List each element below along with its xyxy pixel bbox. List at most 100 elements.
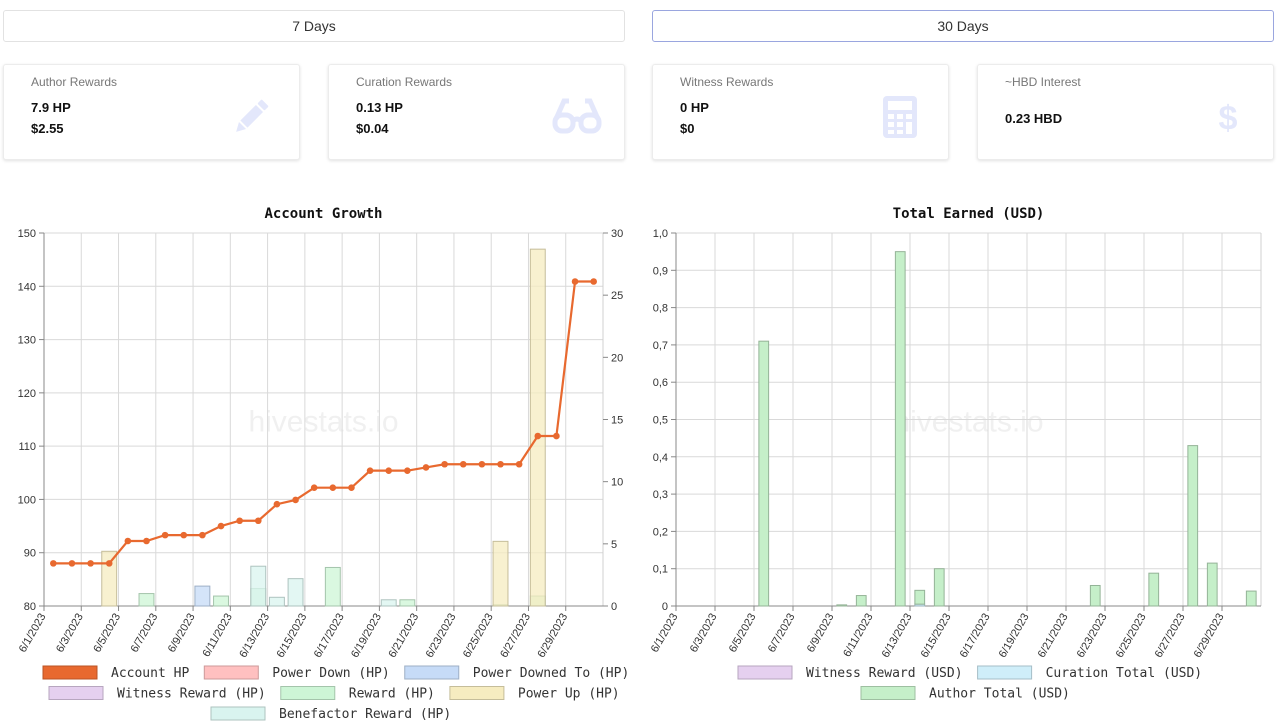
- legend-swatch: [449, 686, 505, 700]
- data-point: [143, 537, 150, 545]
- data-point: [50, 560, 57, 567]
- y-tick-label: 1,0: [653, 228, 668, 240]
- bar: [1148, 572, 1160, 607]
- bar: [933, 568, 945, 607]
- legend-label: Power Downed To (HP): [473, 666, 630, 681]
- y-tick-label: 110: [18, 441, 36, 453]
- x-tick-label: 6/17/2023: [312, 612, 347, 660]
- card-value-hbd: 0.23 HBD: [1005, 111, 1063, 126]
- y2-tick-label: 10: [611, 477, 623, 489]
- card-value-hp: 7.9 HP: [31, 100, 71, 115]
- witness-rewards-card: Witness Rewards 0 HP $0: [652, 64, 949, 160]
- legend-label: Account HP: [111, 666, 189, 681]
- data-point: [236, 517, 243, 525]
- bar: [758, 340, 770, 607]
- legend-label: Benefactor Reward (HP): [279, 707, 451, 722]
- bar: [492, 540, 509, 607]
- card-title: Curation Rewards: [356, 75, 453, 89]
- legend-label: Author Total (USD): [929, 687, 1070, 702]
- data-point: [534, 432, 542, 440]
- bar: [914, 589, 926, 605]
- x-tick-label: 6/23/2023: [424, 612, 459, 660]
- bar: [138, 593, 155, 607]
- author-rewards-card: Author Rewards 7.9 HP $2.55: [3, 64, 300, 160]
- data-point: [590, 278, 597, 285]
- data-point: [217, 522, 225, 530]
- x-tick-label: 6/7/2023: [766, 612, 798, 655]
- x-tick-label: 6/9/2023: [805, 612, 837, 655]
- watermark: hivestats.io: [248, 406, 398, 439]
- bar: [324, 566, 341, 607]
- data-point: [515, 460, 523, 468]
- hbd-interest-card: ~HBD Interest 0.23 HBD $: [977, 64, 1274, 160]
- y-tick-label: 0,7: [653, 340, 668, 352]
- x-tick-label: 6/25/2023: [461, 612, 496, 660]
- x-tick-label: 6/1/2023: [649, 612, 681, 655]
- x-tick-label: 6/13/2023: [237, 612, 272, 660]
- data-point: [87, 560, 94, 567]
- data-point: [161, 531, 169, 539]
- y-tick-label: 80: [24, 601, 36, 613]
- legend-label: Curation Total (USD): [1046, 666, 1203, 681]
- y-tick-label: 0,9: [653, 265, 668, 277]
- x-tick-label: 6/7/2023: [129, 612, 161, 655]
- y-tick-label: 0,5: [653, 415, 668, 427]
- curation-rewards-card: Curation Rewards 0.13 HP $0.04: [328, 64, 625, 160]
- tab-7-days[interactable]: 7 Days: [3, 10, 625, 42]
- y-tick-label: 0,8: [653, 303, 668, 315]
- bar: [380, 599, 397, 607]
- total-earned-chart: Total Earned (USD) hivestats.io 0 0,1 0,2 0,3…: [649, 206, 1262, 702]
- legend-label: Power Up (HP): [518, 687, 620, 702]
- data-point: [254, 517, 262, 525]
- data-point: [459, 460, 467, 468]
- y-tick-label: 100: [18, 494, 36, 506]
- x-tick-label: 6/29/2023: [1192, 612, 1227, 660]
- bar: [1187, 445, 1199, 607]
- legend-swatch: [977, 665, 1033, 680]
- bar: [268, 596, 285, 607]
- y2-tick-label: 20: [611, 352, 623, 364]
- x-tick-label: 6/21/2023: [386, 612, 421, 660]
- card-value-usd: $0: [680, 121, 695, 136]
- y-tick-label: 120: [18, 388, 36, 400]
- watermark: hivestats.io: [893, 406, 1043, 439]
- data-point: [348, 484, 355, 492]
- x-tick-label: 6/29/2023: [535, 612, 570, 660]
- x-tick-label: 6/5/2023: [91, 612, 123, 655]
- x-tick-label: 6/19/2023: [997, 612, 1032, 660]
- dollar-icon: $: [1219, 99, 1238, 137]
- card-title: Witness Rewards: [680, 75, 774, 89]
- x-tick-label: 6/15/2023: [275, 612, 310, 660]
- x-tick-label: 6/15/2023: [919, 612, 954, 660]
- legend-swatch: [48, 686, 104, 700]
- data-point: [180, 531, 188, 539]
- glasses-icon: [552, 98, 602, 134]
- data-point: [478, 460, 486, 468]
- y-tick-label: 0,2: [653, 526, 668, 538]
- x-tick-label: 6/25/2023: [1114, 612, 1149, 660]
- card-title: ~HBD Interest: [1005, 75, 1081, 89]
- bar: [1206, 562, 1218, 607]
- tab-30-days[interactable]: 30 Days: [652, 10, 1274, 42]
- y-tick-label: 150: [18, 228, 36, 240]
- data-point: [310, 484, 318, 492]
- tab-30-days-label: 30 Days: [937, 18, 989, 34]
- y-tick-label: 130: [18, 335, 36, 347]
- y-tick-label: 90: [24, 548, 36, 560]
- legend-swatch: [42, 665, 98, 680]
- x-tick-label: 6/11/2023: [841, 612, 875, 660]
- x-tick-label: 6/27/2023: [498, 612, 533, 660]
- bar: [213, 595, 229, 607]
- account-growth-chart: Account Growth hivestats.io 80 90 100 110 120 1…: [17, 206, 630, 722]
- data-point: [571, 278, 579, 285]
- y-tick-label: 0,1: [653, 564, 668, 576]
- bar: [836, 604, 848, 607]
- legend-swatch: [280, 686, 336, 700]
- x-tick-label: 6/13/2023: [880, 612, 915, 660]
- x-tick-label: 6/1/2023: [17, 612, 49, 655]
- data-point: [366, 467, 374, 474]
- chart-title: Account Growth: [264, 206, 382, 222]
- data-point: [124, 537, 132, 545]
- card-value-usd: $0.04: [356, 121, 389, 136]
- data-point: [68, 560, 76, 567]
